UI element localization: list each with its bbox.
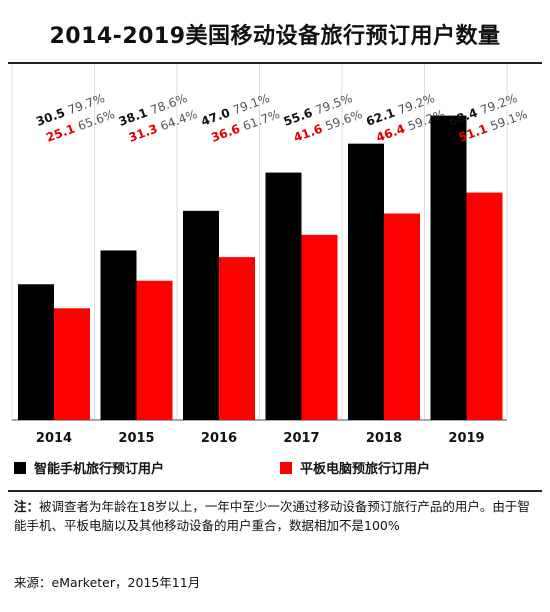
legend-item-smartphone: 智能手机旅行预订用户 <box>14 458 164 477</box>
source-text: 来源：eMarketer，2015年11月 <box>14 575 201 590</box>
legend-swatch-tablet <box>280 461 292 474</box>
bar-smartphone-2016 <box>183 210 219 420</box>
legend-swatch-smartphone <box>14 461 26 474</box>
x-tick-label: 2016 <box>201 431 237 446</box>
x-tick-label: 2018 <box>366 431 402 446</box>
bar-tablet-2019 <box>466 192 503 420</box>
bar-smartphone-2018 <box>348 143 384 420</box>
bar-tablet-2014 <box>54 308 90 420</box>
bottom-rule <box>8 490 542 492</box>
bar-tablet-2016 <box>219 257 255 420</box>
x-tick-label: 2014 <box>36 431 72 446</box>
footnote: 注：被调查者为年龄在18岁以上，一年中至少一次通过移动设备预订旅行产品的用户。由… <box>14 497 536 535</box>
x-tick-label: 2019 <box>448 431 484 446</box>
legend-label-tablet: 平板电脑预旅行订用户 <box>300 462 431 477</box>
bar-smartphone-2015 <box>100 250 137 420</box>
bar-smartphone-2014 <box>18 284 54 420</box>
bar-tablet-2018 <box>384 213 420 420</box>
footnote-text: 被调查者为年龄在18岁以上，一年中至少一次通过移动设备预订旅行产品的用户。由于智… <box>14 499 530 533</box>
x-tick-label: 2015 <box>118 431 154 446</box>
bar-smartphone-2017 <box>265 172 302 420</box>
bar-smartphone-2019 <box>430 115 467 420</box>
legend-item-tablet: 平板电脑预旅行订用户 <box>280 458 430 477</box>
chart-title: 2014-2019美国移动设备旅行预订用户数量 <box>49 24 501 49</box>
footnote-prefix: 注： <box>14 499 40 514</box>
bar-tablet-2017 <box>301 234 338 420</box>
legend-label-smartphone: 智能手机旅行预订用户 <box>34 462 165 477</box>
x-tick-label: 2017 <box>283 431 319 446</box>
bar-tablet-2015 <box>136 280 173 420</box>
top-rule <box>8 62 542 64</box>
